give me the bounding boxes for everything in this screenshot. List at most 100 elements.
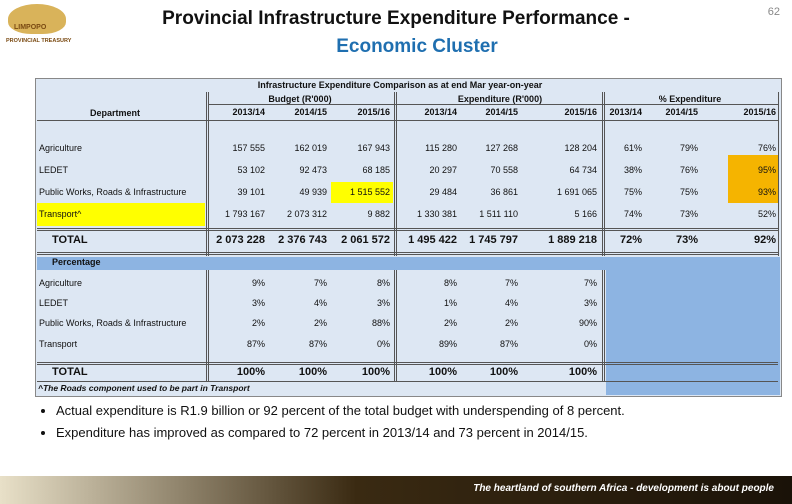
total-cell: 92% xyxy=(753,234,776,246)
cell: 1 511 110 xyxy=(479,209,518,219)
cell: 87% xyxy=(246,339,265,349)
year-header: 2015/16 xyxy=(564,107,597,117)
footer-tagline: The heartland of southern Africa - devel… xyxy=(473,483,774,494)
total-cell: 100% xyxy=(568,366,597,378)
column-header: Department xyxy=(90,108,141,118)
highlight xyxy=(331,182,393,203)
cell: 38% xyxy=(623,165,642,175)
subtitle: Economic Cluster xyxy=(336,36,498,57)
year-header: 2013/14 xyxy=(609,107,642,117)
cell: 76% xyxy=(679,165,698,175)
cell: 1 330 381 xyxy=(416,209,457,219)
cell: 2% xyxy=(313,318,327,328)
cell: 0% xyxy=(583,339,597,349)
section-header: Percentage xyxy=(52,257,101,267)
cell: 7% xyxy=(583,278,597,288)
percentage-band xyxy=(37,257,780,270)
cell: 95% xyxy=(757,165,776,175)
total-cell: 100% xyxy=(428,366,457,378)
rule xyxy=(396,92,397,256)
cell: 128 204 xyxy=(564,143,597,153)
total-cell: 2 061 572 xyxy=(341,234,390,246)
total-cell: 1 889 218 xyxy=(548,234,597,246)
cell: 89% xyxy=(438,339,457,349)
cell: 75% xyxy=(623,187,642,197)
group-header: % Expenditure xyxy=(658,94,722,104)
highlight xyxy=(37,203,205,226)
cell: 9 882 xyxy=(367,209,390,219)
cell: 2% xyxy=(443,318,457,328)
highlight xyxy=(728,155,778,203)
cell: 3% xyxy=(251,298,265,308)
logo-text: LIMPOPO xyxy=(14,24,47,31)
total-cell: 100% xyxy=(298,366,327,378)
cell: 87% xyxy=(499,339,518,349)
rule xyxy=(37,230,778,231)
total-cell: 100% xyxy=(489,366,518,378)
total-cell: 2 073 228 xyxy=(216,234,265,246)
row-label: Agriculture xyxy=(39,143,83,153)
rule xyxy=(206,92,207,256)
cell: 49 939 xyxy=(299,187,327,197)
cell: 1 793 167 xyxy=(224,209,265,219)
total-cell: 1 495 422 xyxy=(408,234,457,246)
cell: 92 473 xyxy=(299,165,327,175)
cell: 75% xyxy=(679,187,698,197)
row-label: LEDET xyxy=(39,165,69,175)
rule xyxy=(604,92,605,256)
cell: 115 280 xyxy=(425,143,457,153)
cell: 1 691 065 xyxy=(556,187,597,197)
rule xyxy=(37,381,778,382)
cell: 8% xyxy=(443,278,457,288)
logo-emblem xyxy=(8,4,66,34)
rule xyxy=(208,104,778,105)
cell: 70 558 xyxy=(490,165,518,175)
cell: 73% xyxy=(679,209,698,219)
rule xyxy=(206,270,207,382)
cell: 2% xyxy=(251,318,265,328)
cell: 90% xyxy=(578,318,597,328)
cell: 39 101 xyxy=(237,187,265,197)
total-cell: 100% xyxy=(236,366,265,378)
year-header: 2015/16 xyxy=(357,107,390,117)
cell: 93% xyxy=(757,187,776,197)
bullet: Expenditure has improved as compared to … xyxy=(56,422,625,444)
cell: 87% xyxy=(308,339,327,349)
cell: 157 555 xyxy=(232,143,265,153)
cell: 36 861 xyxy=(490,187,518,197)
cell: 9% xyxy=(251,278,265,288)
percentage-block xyxy=(606,270,780,395)
rule xyxy=(778,92,779,256)
rule xyxy=(394,270,395,382)
cell: 162 019 xyxy=(294,143,327,153)
bullet-list: Actual expenditure is R1.9 billion or 92… xyxy=(36,400,625,444)
cell: 127 268 xyxy=(485,143,518,153)
cell: 0% xyxy=(376,339,390,349)
cell: 2 073 312 xyxy=(286,209,327,219)
row-label: LEDET xyxy=(39,298,69,308)
rule xyxy=(37,120,778,121)
rule xyxy=(37,228,778,229)
total-cell: 100% xyxy=(361,366,390,378)
group-header: Expenditure (R'000) xyxy=(457,94,543,104)
year-header: 2014/15 xyxy=(294,107,327,117)
cell: 64 734 xyxy=(569,165,597,175)
cell: 53 102 xyxy=(237,165,265,175)
row-label: Public Works, Roads & Infrastructure xyxy=(39,187,187,197)
total-label: TOTAL xyxy=(52,234,88,246)
cell: 4% xyxy=(313,298,327,308)
rule xyxy=(602,270,603,382)
rule xyxy=(208,92,209,256)
row-label: Agriculture xyxy=(39,278,83,288)
cell: 2% xyxy=(504,318,518,328)
footnote: ^The Roads component used to be part in … xyxy=(38,383,250,393)
logo-text: PROVINCIAL TREASURY xyxy=(6,38,72,44)
cell: 3% xyxy=(376,298,390,308)
total-cell: 2 376 743 xyxy=(278,234,327,246)
total-cell: 1 745 797 xyxy=(469,234,518,246)
table-title: Infrastructure Expenditure Comparison as… xyxy=(257,80,543,90)
cell: 74% xyxy=(623,209,642,219)
cell: 5 166 xyxy=(574,209,597,219)
rule xyxy=(602,92,603,256)
